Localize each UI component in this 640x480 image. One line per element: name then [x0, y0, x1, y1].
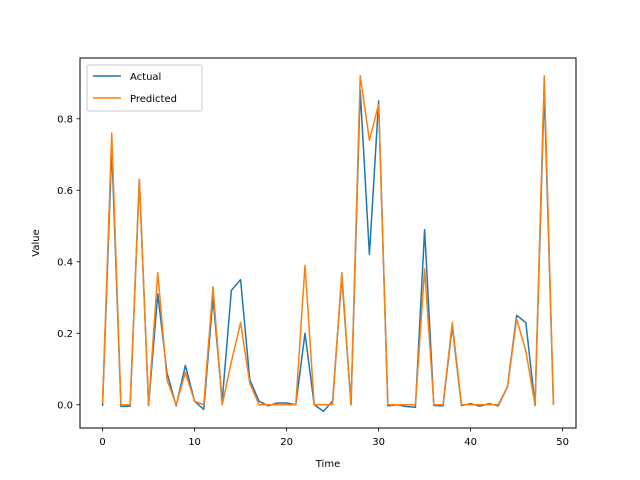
y-axis-label: Value: [31, 229, 42, 256]
series-layer: [101, 75, 555, 412]
plot-frame: [79, 57, 577, 429]
x-tick-label: 50: [556, 437, 569, 448]
x-tick-label: 40: [464, 437, 477, 448]
y-tick-label: 0.6: [57, 186, 73, 197]
y-tick-label: 0.2: [57, 329, 73, 340]
x-tick-label: 0: [99, 437, 105, 448]
plot-area: [80, 58, 576, 428]
x-tick-label: 30: [372, 437, 385, 448]
y-tick-label: 0.8: [57, 114, 73, 125]
series-line-predicted: [101, 75, 555, 406]
legend-label-actual: Actual: [130, 72, 161, 83]
y-axis: 0.0 0.2 0.4 0.6 0.8: [57, 114, 80, 411]
x-axis: 0 10 20 30 40 50: [99, 428, 569, 448]
x-axis-label: Time: [315, 459, 340, 470]
x-tick-label: 10: [188, 437, 201, 448]
x-tick-label: 20: [280, 437, 293, 448]
legend: Actual Predicted: [86, 64, 203, 112]
legend-label-predicted: Predicted: [130, 94, 177, 105]
y-tick-label: 0.0: [57, 400, 73, 411]
y-tick-label: 0.4: [57, 257, 73, 268]
